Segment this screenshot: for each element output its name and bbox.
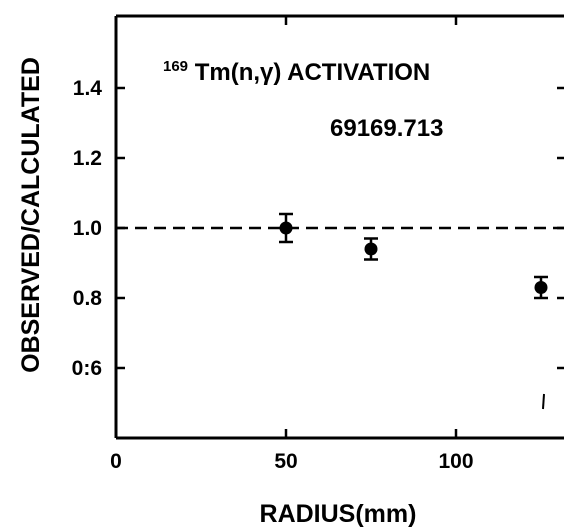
y-tick-label: 1.0 xyxy=(73,217,102,240)
data-point xyxy=(279,212,293,244)
data-point xyxy=(534,275,548,300)
point-marker xyxy=(364,242,378,256)
y-axis-ticks: 0:6 0.8 1.0 1.2 1.4 xyxy=(72,77,564,380)
y-tick-label: 0.8 xyxy=(73,287,103,310)
reaction-annotation: 169 Tm(n,γ) ACTIVATION xyxy=(163,50,430,86)
data-point xyxy=(364,237,378,261)
data-points xyxy=(279,212,548,300)
y-axis-label: OBSERVED/CALCULATED xyxy=(17,57,45,373)
y-tick-label: 0:6 xyxy=(72,357,102,380)
code-annotation: 69169.713 xyxy=(330,115,443,142)
point-marker xyxy=(534,281,548,294)
x-tick-label: 0 xyxy=(110,450,122,473)
y-tick-label: 1.4 xyxy=(73,77,103,100)
x-tick-label: 100 xyxy=(438,450,473,473)
y-tick-label: 1.2 xyxy=(73,147,102,170)
point-marker xyxy=(279,221,293,235)
reaction-label: Tm(n,γ) ACTIVATION xyxy=(195,59,431,86)
isotope-superscript: 169 xyxy=(163,58,188,75)
x-axis-label: RADIUS(mm) xyxy=(260,500,417,528)
stray-mark xyxy=(542,393,545,410)
x-axis-ticks: 050100150200250300 xyxy=(110,16,474,473)
x-tick-label: 50 xyxy=(274,450,297,473)
